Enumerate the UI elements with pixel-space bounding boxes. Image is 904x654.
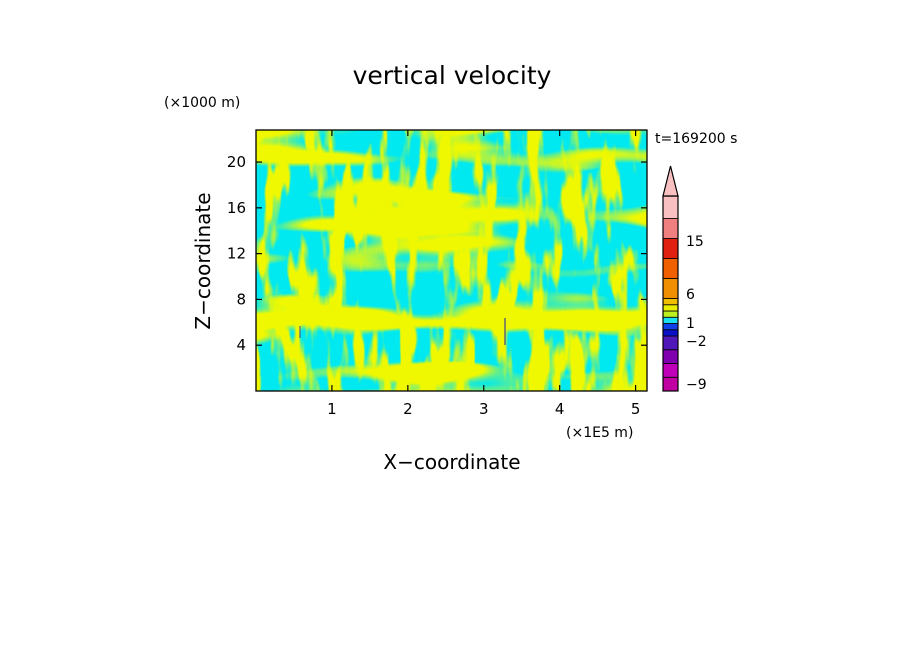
y-tick-label: 4 (236, 336, 246, 354)
colorbar-segment (662, 323, 679, 331)
colorbar-segment (662, 195, 679, 219)
y-tick-label: 16 (227, 199, 246, 217)
colorbar-label: 6 (686, 287, 695, 303)
chart-title: vertical velocity (353, 61, 552, 90)
colorbar-label: −9 (686, 377, 707, 393)
x-tick-label: 5 (631, 400, 641, 418)
colorbar-segment (662, 316, 679, 324)
colorbar-segment (662, 335, 679, 351)
time-label: t=169200 s (655, 131, 737, 147)
colorbar-segment (662, 258, 679, 279)
plot-frame (255, 129, 648, 392)
x-axis-ticks: 1 2 3 4 5 (327, 130, 640, 418)
colorbar-segment (662, 310, 679, 318)
y-unit-label: (×1000 m) (164, 95, 240, 111)
colorbar-segment (662, 363, 679, 378)
colorbar-segment (662, 278, 679, 299)
y-axis-ticks: 4 8 12 16 20 (227, 153, 647, 354)
y-tick-label: 20 (227, 153, 246, 171)
colorbar-labels: 15 6 1 −2 −9 (686, 234, 707, 393)
colorbar-label: 1 (686, 316, 695, 332)
colorbar-segment (662, 304, 679, 312)
y-axis-label: Z−coordinate (191, 192, 215, 329)
heatmap-field (256, 130, 647, 391)
colorbar-label: 15 (686, 234, 704, 250)
colorbar-segment (662, 298, 679, 306)
x-axis-label: X−coordinate (383, 450, 520, 474)
x-tick-label: 2 (403, 400, 413, 418)
y-tick-label: 8 (236, 290, 246, 308)
colorbar-segment (662, 329, 679, 337)
y-tick-label: 12 (227, 245, 246, 263)
x-tick-label: 4 (555, 400, 565, 418)
colorbar-segment (662, 218, 679, 239)
colorbar-label: −2 (686, 334, 707, 350)
colorbar-extend-arrow (662, 165, 679, 197)
x-tick-label: 3 (479, 400, 489, 418)
colorbar (662, 165, 679, 392)
x-unit-label: (×1E5 m) (566, 425, 633, 441)
colorbar-segment (662, 238, 679, 259)
x-tick-label: 1 (327, 400, 337, 418)
colorbar-segment (662, 349, 679, 364)
colorbar-segment (662, 376, 679, 392)
